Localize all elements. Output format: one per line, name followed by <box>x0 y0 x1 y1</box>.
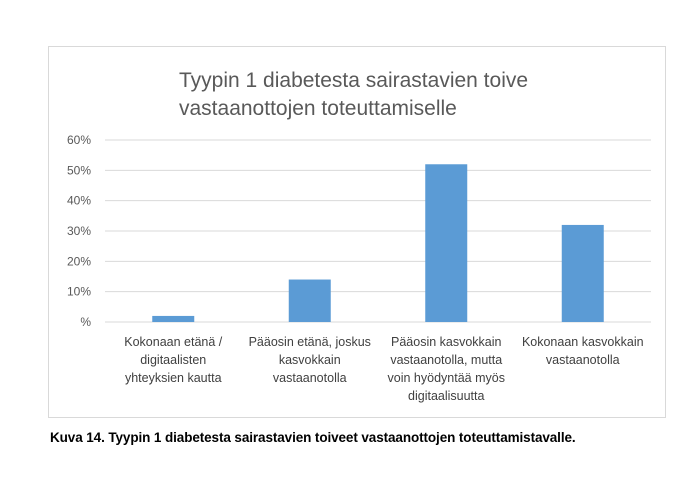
chart-title-line: Tyypin 1 diabetesta sairastavien toive <box>179 69 528 92</box>
y-tick-label: 40% <box>67 194 91 208</box>
chart-frame: Tyypin 1 diabetesta sairastavien toive va… <box>48 46 666 418</box>
bar <box>425 164 468 322</box>
bars <box>152 164 604 322</box>
x-category-label: Pääosin kasvokkain vastaanotolla, mutta vo… <box>388 335 505 403</box>
x-category-label: Pääosin etänä, joskus kasvokkain vastaanot… <box>249 335 371 385</box>
bar <box>152 315 195 322</box>
bar <box>561 224 604 322</box>
y-tick-label: 10% <box>67 285 91 299</box>
grid-lines <box>105 139 651 323</box>
x-category-label: Kokonaan etänä / digitaalisten yhteyksien … <box>124 335 223 385</box>
bar <box>288 279 331 322</box>
y-tick-label: 30% <box>67 224 91 238</box>
y-tick-label: % <box>80 315 91 329</box>
y-tick-label: 60% <box>67 133 91 147</box>
chart-title: Tyypin 1 diabetesta sairastavien toive va… <box>179 69 528 120</box>
y-axis-ticks: % 10% 20% 30% 40% 50% 60% <box>67 133 91 329</box>
figure-caption: Kuva 14. Tyypin 1 diabetesta sairastavie… <box>50 430 576 445</box>
y-tick-label: 50% <box>67 163 91 177</box>
x-category-label: Kokonaan kasvokkain vastaanotolla <box>522 335 644 367</box>
chart-title-line: vastaanottojen toteuttamiselle <box>179 97 457 120</box>
x-axis-categories: Kokonaan etänä / digitaalisten yhteyksien … <box>124 335 643 403</box>
bar-chart: Tyypin 1 diabetesta sairastavien toive va… <box>67 69 651 403</box>
y-tick-label: 20% <box>67 254 91 268</box>
